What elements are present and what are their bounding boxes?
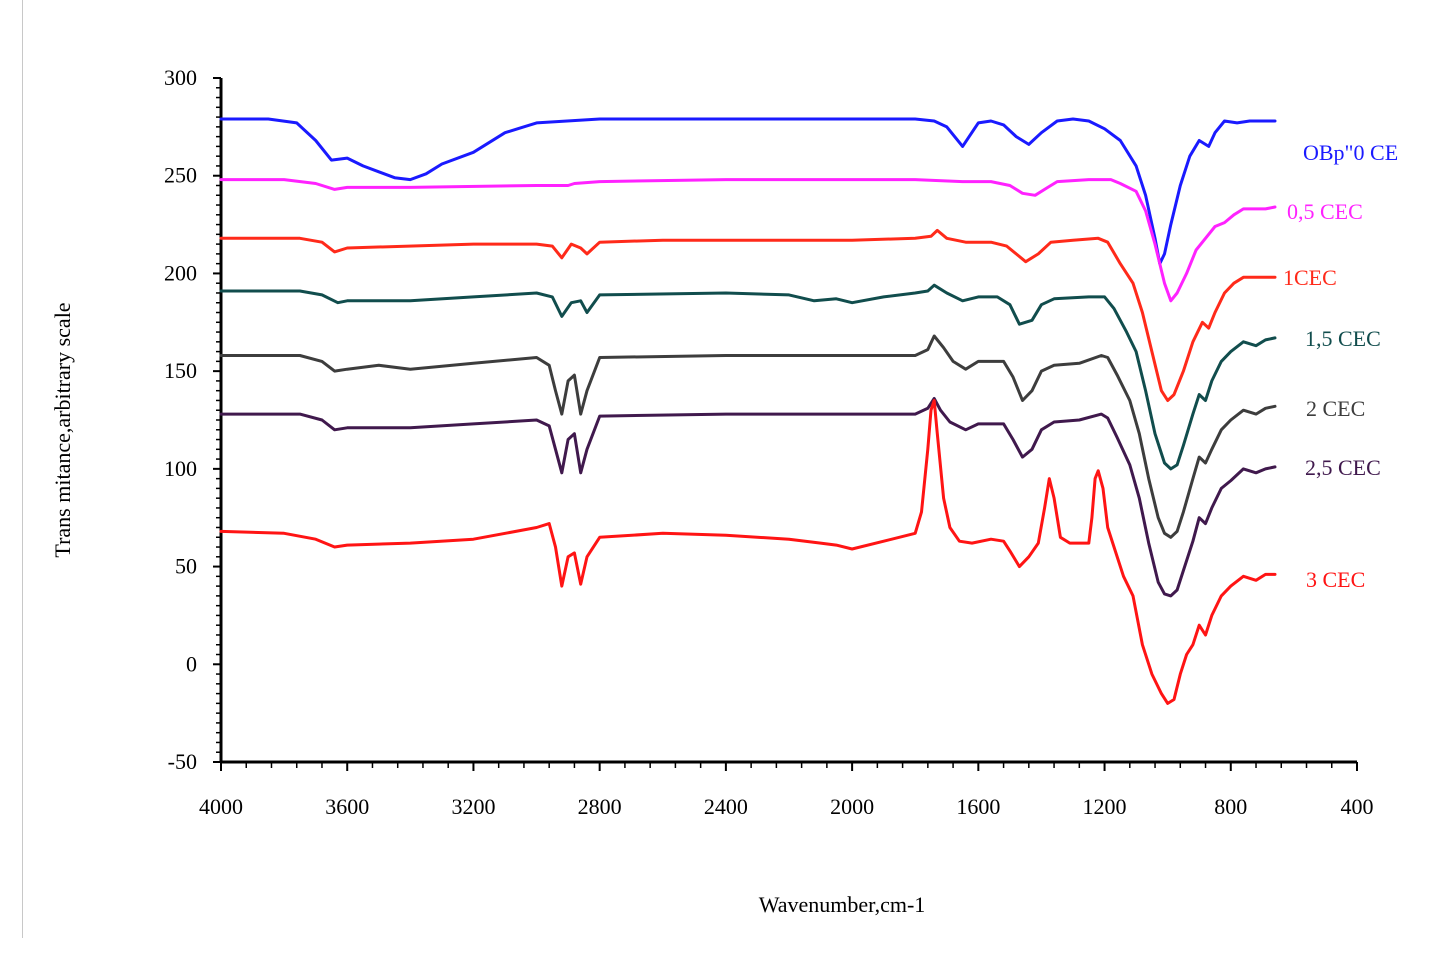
y-axis-title: Trans mitance,arbitrary scale [50,302,75,557]
series-line-7 [219,399,1277,705]
x-tick-label: 3200 [451,794,495,819]
series-label-5: 2 CEC [1306,396,1365,421]
y-tick-label: 0 [186,651,197,676]
x-tick-label: 2000 [830,794,874,819]
series-line-2 [219,178,1277,303]
y-tick-label: 300 [164,65,197,90]
series-label-6: 2,5 CEC [1305,455,1381,480]
series-line-4 [219,283,1277,471]
series-line-5 [219,334,1277,539]
x-tick-label: 1600 [956,794,1000,819]
y-tick-label: 200 [164,260,197,285]
series-label-7: 3 CEC [1306,567,1365,592]
series-line-6 [219,397,1277,598]
y-tick-label: -50 [168,749,197,774]
series-labels: OBp"0 CE 0,5 CEC 1CEC 1,5 CEC 2 CEC 2,5 CEC 3 … [1283,140,1398,592]
x-tick-label: 2800 [578,794,622,819]
series-label-2: 0,5 CEC [1287,199,1363,224]
series-curves [219,117,1277,705]
axes: -50 0 50 100 150 200 250 300 4000 3600 3200 2800 240… [164,65,1374,819]
series-label-4: 1,5 CEC [1305,326,1381,351]
series-line-1 [219,117,1277,266]
y-tick-label: 100 [164,456,197,481]
y-tick-label: 150 [164,358,197,383]
x-tick-label: 2400 [704,794,748,819]
series-label-3: 1CEC [1283,265,1337,290]
x-tick-label: 4000 [199,794,243,819]
y-tick-label: 250 [164,163,197,188]
series-line-3 [219,228,1277,402]
y-tick-label: 50 [175,554,197,579]
x-axis-title: Wavenumber,cm-1 [759,892,926,917]
x-tick-label: 3600 [325,794,369,819]
x-tick-label: 800 [1214,794,1247,819]
series-label-1: OBp"0 CE [1303,140,1398,165]
x-tick-label: 400 [1341,794,1374,819]
x-tick-label: 1200 [1083,794,1127,819]
left-frame-border [22,0,23,938]
